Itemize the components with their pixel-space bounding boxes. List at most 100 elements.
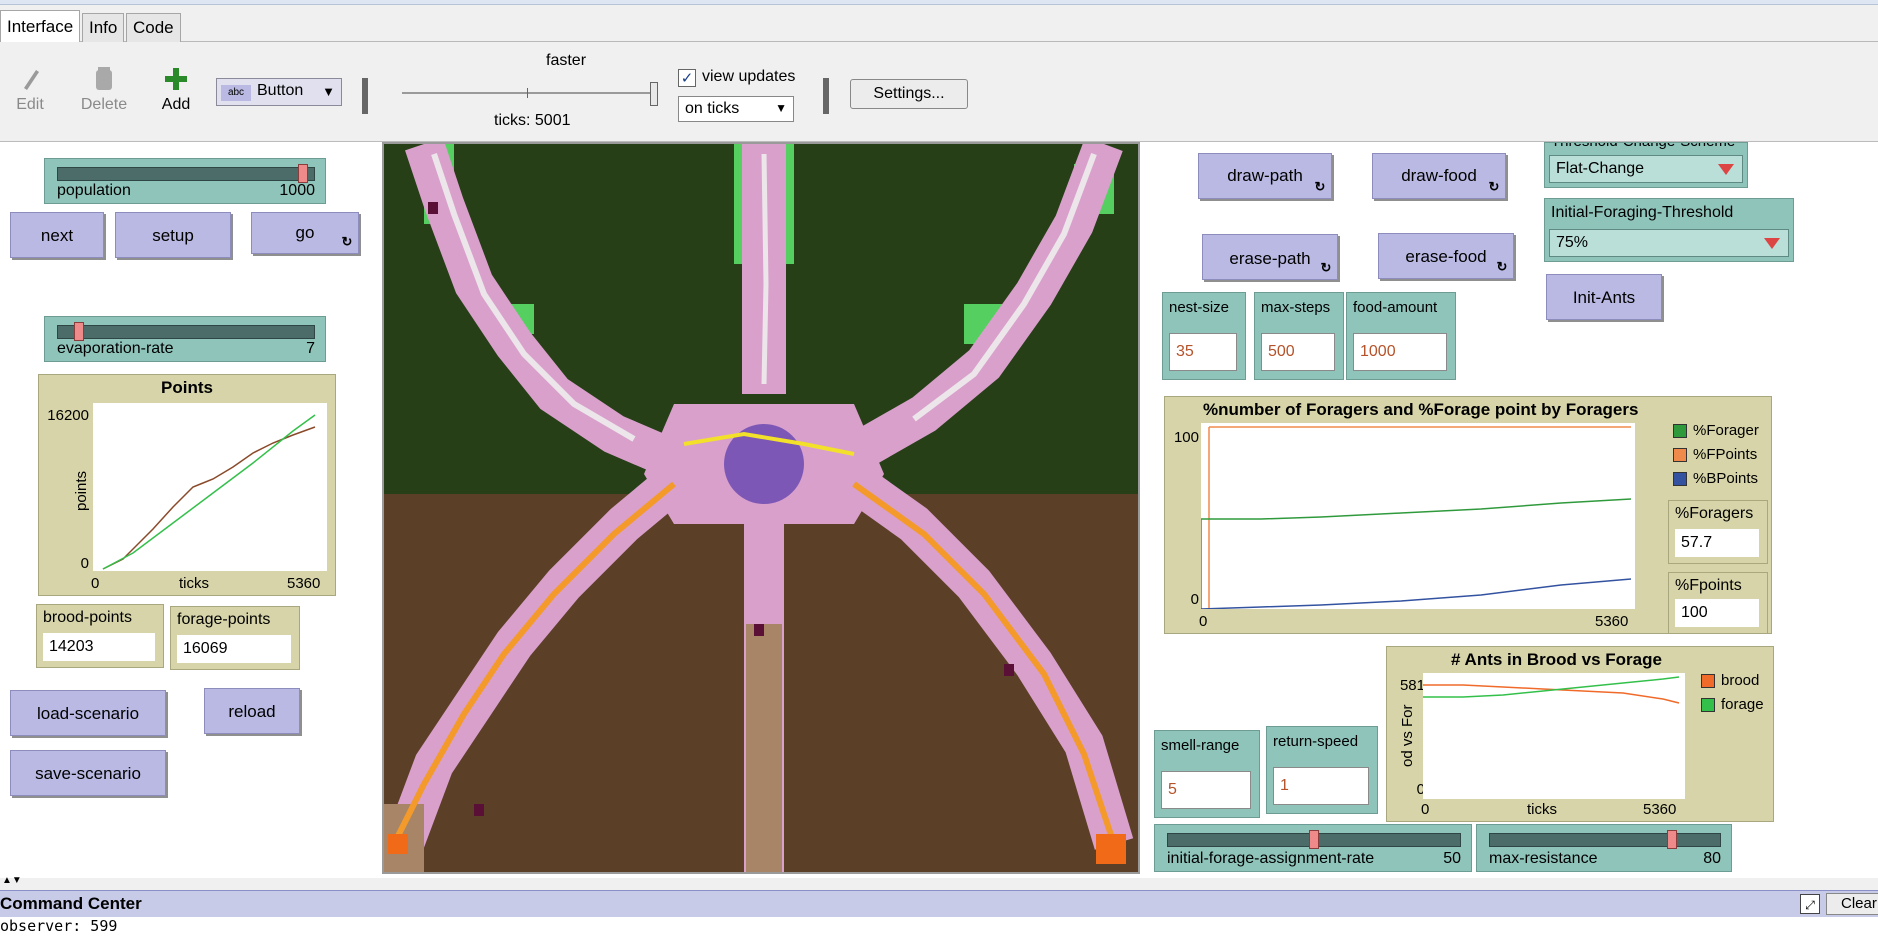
forever-icon: ↻: [1320, 260, 1332, 275]
setup-button[interactable]: setup: [115, 212, 231, 258]
foragers-lines: [1200, 426, 1632, 610]
command-center-title: Command Center: [0, 894, 142, 913]
go-label: go: [295, 223, 315, 242]
input-value[interactable]: 35: [1169, 333, 1237, 371]
plot-x-max: 5360: [1643, 801, 1677, 818]
view-updates-label: view updates: [702, 68, 796, 85]
view-updates-checkbox[interactable]: ✓: [678, 69, 696, 87]
legend-swatch: [1673, 424, 1687, 438]
save-scenario-button[interactable]: save-scenario: [10, 750, 166, 796]
separator: [823, 78, 829, 114]
legend-label: brood: [1721, 672, 1760, 689]
world-view[interactable]: [382, 142, 1140, 874]
slider-value: 50: [1443, 850, 1461, 867]
next-button[interactable]: next: [10, 212, 104, 258]
initial-forage-assignment-rate-slider[interactable]: initial-forage-assignment-rate 50: [1154, 824, 1472, 872]
threshold-change-scheme-chooser[interactable]: Threshold-Change-Scheme Flat-Change: [1544, 142, 1748, 188]
points-plot: Points 16200 0 points 0 ticks 5360: [38, 374, 336, 596]
update-mode-dropdown[interactable]: on ticks ▼: [678, 96, 794, 122]
slider-thumb[interactable]: [297, 164, 308, 183]
monitor-value: 100: [1675, 599, 1759, 627]
plot-title: %number of Foragers and %Forage point by…: [1203, 400, 1639, 419]
expand-arrows-icon: ▲▼: [2, 875, 22, 886]
plot-title: # Ants in Brood vs Forage: [1451, 650, 1662, 669]
plot-x-min: 0: [1199, 613, 1208, 630]
population-slider[interactable]: population 1000: [44, 158, 326, 204]
load-scenario-button[interactable]: load-scenario: [10, 690, 166, 736]
legend-swatch: [1673, 472, 1687, 486]
chooser-label: Initial-Foraging-Threshold: [1551, 204, 1734, 221]
draw-food-button[interactable]: draw-food ↻: [1372, 153, 1506, 199]
dropdown-triangle-icon: [1764, 238, 1780, 249]
population-value: 1000: [279, 182, 315, 199]
toolbar: Edit Delete Add abc Button ▼ faster tick…: [0, 42, 1878, 142]
monitor-label: %Fpoints: [1675, 577, 1742, 594]
monitor-value: 57.7: [1675, 529, 1759, 557]
input-value[interactable]: 1: [1273, 767, 1369, 805]
ants-lines: [1423, 676, 1680, 704]
delete-label: Delete: [80, 96, 128, 113]
food-amount-input[interactable]: food-amount 1000: [1346, 292, 1456, 380]
smell-range-input[interactable]: smell-range 5: [1154, 730, 1260, 818]
plot-y-max: 100: [1173, 429, 1199, 446]
legend-label: %FPoints: [1693, 446, 1758, 463]
evaporation-rate-slider[interactable]: evaporation-rate 7: [44, 316, 326, 362]
max-resistance-slider[interactable]: max-resistance 80: [1476, 824, 1732, 872]
plot-y-max: 581: [1399, 677, 1425, 694]
points-lines: [102, 414, 316, 570]
input-value[interactable]: 500: [1261, 333, 1335, 371]
reload-button[interactable]: reload: [204, 688, 300, 734]
command-center-bar: Command Center ⤢ Clear: [0, 890, 1878, 917]
plot-y-min: 0: [80, 555, 89, 572]
monitor-value: 16069: [177, 635, 291, 663]
add-button[interactable]: Add: [156, 64, 196, 124]
plot-x-max: 5360: [287, 575, 321, 592]
splitter[interactable]: ▲▼: [0, 875, 1878, 890]
widget-type-dropdown[interactable]: abc Button ▼: [216, 78, 342, 106]
chevron-down-icon: ▼: [775, 101, 787, 115]
clear-button[interactable]: Clear: [1826, 893, 1878, 915]
input-label: return-speed: [1273, 733, 1359, 750]
monitor-label: brood-points: [43, 609, 132, 626]
draw-path-button[interactable]: draw-path ↻: [1198, 153, 1332, 199]
plot-area: [1423, 673, 1685, 799]
edit-label: Edit: [16, 96, 44, 113]
slider-thumb[interactable]: [1666, 830, 1677, 849]
tab-code[interactable]: Code: [126, 13, 181, 42]
dropdown-triangle-icon: [1718, 164, 1734, 175]
slider-thumb[interactable]: [74, 322, 85, 341]
monitor-value: 14203: [43, 633, 155, 661]
go-button[interactable]: go ↻: [251, 212, 359, 254]
speed-slider-thumb[interactable]: [650, 82, 658, 106]
input-label: smell-range: [1161, 737, 1240, 754]
abc-icon: abc: [221, 85, 251, 101]
input-value[interactable]: 5: [1161, 771, 1251, 809]
delete-button[interactable]: Delete: [78, 64, 130, 124]
legend-label: forage: [1721, 696, 1764, 713]
speed-label: faster: [546, 52, 587, 69]
initial-foraging-threshold-chooser[interactable]: Initial-Foraging-Threshold 75%: [1544, 198, 1794, 262]
legend-label: %BPoints: [1693, 470, 1759, 487]
return-speed-input[interactable]: return-speed 1: [1266, 726, 1378, 814]
pct-fpoints-monitor: %Fpoints 100: [1668, 572, 1768, 634]
maximize-icon[interactable]: ⤢: [1800, 894, 1820, 914]
world-canvas: [384, 144, 1138, 872]
tab-interface[interactable]: Interface: [0, 10, 81, 43]
settings-button[interactable]: Settings...: [850, 79, 968, 109]
nest-size-input[interactable]: nest-size 35: [1162, 292, 1246, 380]
input-value[interactable]: 1000: [1353, 333, 1447, 371]
slider-thumb[interactable]: [1309, 830, 1319, 849]
chooser-value-box[interactable]: 75%: [1549, 229, 1789, 257]
input-label: max-steps: [1261, 299, 1331, 316]
max-steps-input[interactable]: max-steps 500: [1254, 292, 1344, 380]
tab-info[interactable]: Info: [82, 13, 125, 42]
chooser-label: Threshold-Change-Scheme: [1551, 143, 1735, 150]
chooser-value-box[interactable]: Flat-Change: [1549, 155, 1743, 183]
init-ants-button[interactable]: Init-Ants: [1546, 274, 1662, 320]
monitor-label: %Foragers: [1675, 505, 1754, 522]
edit-button[interactable]: Edit: [10, 64, 50, 124]
erase-path-button[interactable]: erase-path ↻: [1202, 234, 1338, 280]
erase-food-button[interactable]: erase-food ↻: [1378, 233, 1514, 279]
forever-icon: ↻: [1314, 179, 1326, 194]
legend-swatch: [1701, 674, 1715, 688]
